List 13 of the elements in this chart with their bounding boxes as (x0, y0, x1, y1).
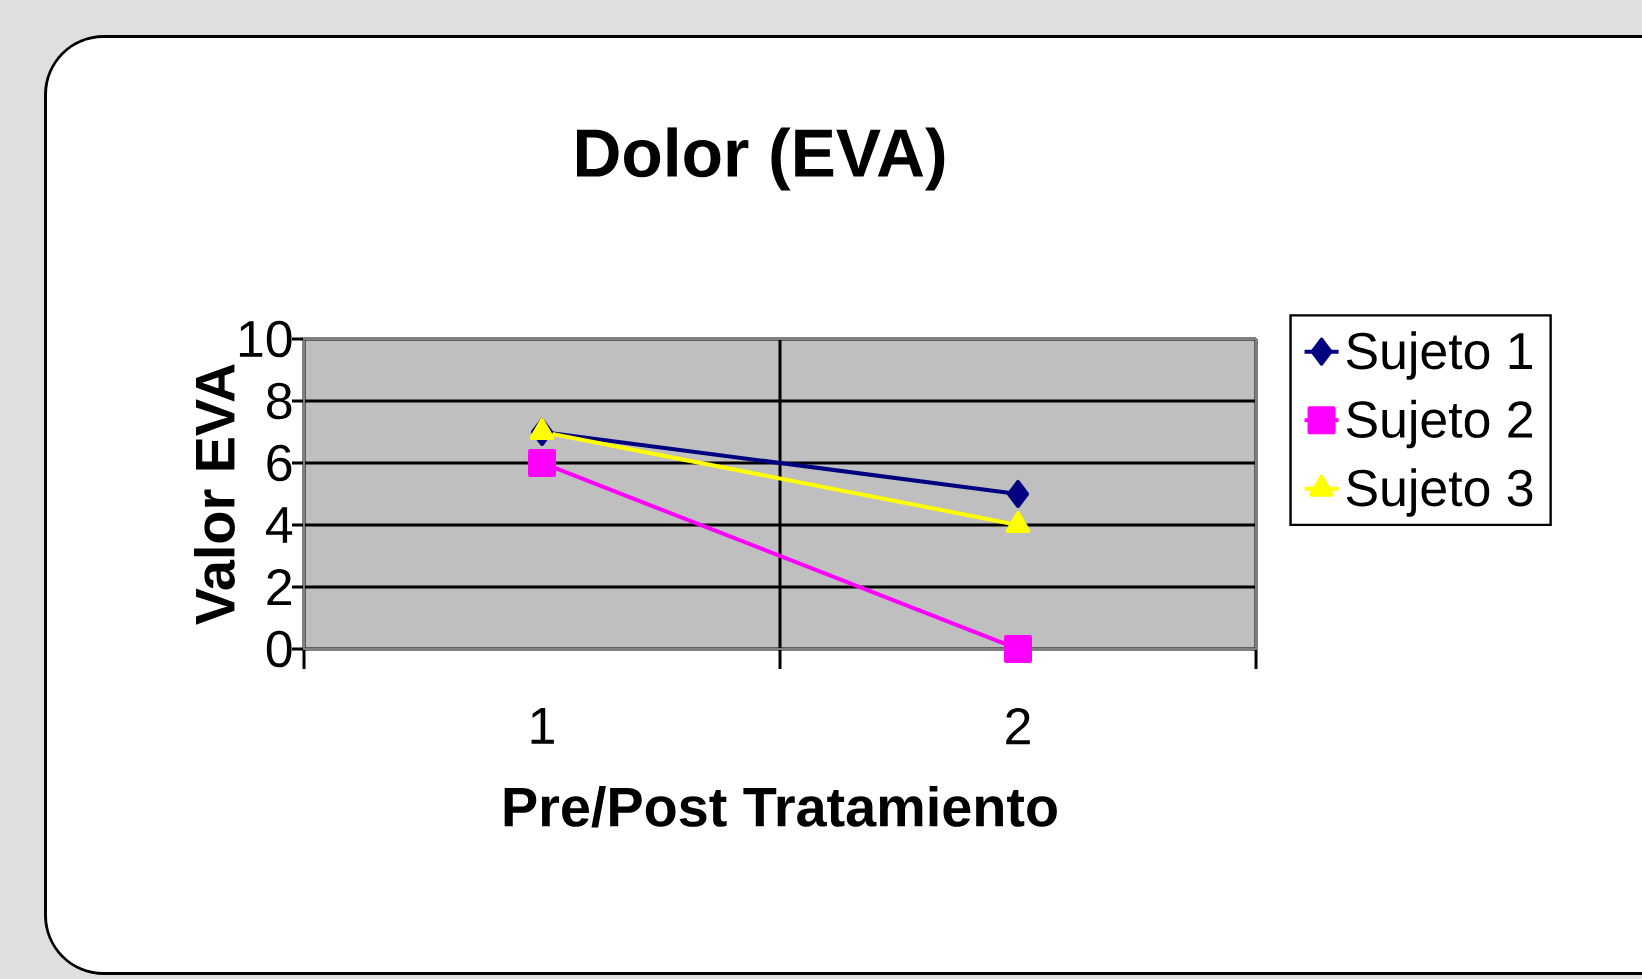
y-tick-label: 0 (266, 630, 292, 668)
y-tick-label: 6 (267, 444, 292, 482)
legend-label: Sujeto 2 (1346, 399, 1532, 449)
legend-label: Sujeto 3 (1346, 468, 1533, 517)
y-axis-title: Valor EVA (194, 364, 235, 625)
y-tick-label: 4 (265, 507, 293, 543)
y-tick-label: 8 (267, 382, 292, 420)
legend-label: Sujeto 1 (1346, 331, 1533, 380)
x-axis-title: Pre/Post Tratamiento (504, 785, 1057, 828)
x-tick-label: 1 (531, 708, 554, 744)
chart-title: Dolor (EVA) (577, 127, 945, 191)
y-tick-label: 10 (239, 320, 292, 358)
y-tick-label: 2 (267, 568, 292, 606)
